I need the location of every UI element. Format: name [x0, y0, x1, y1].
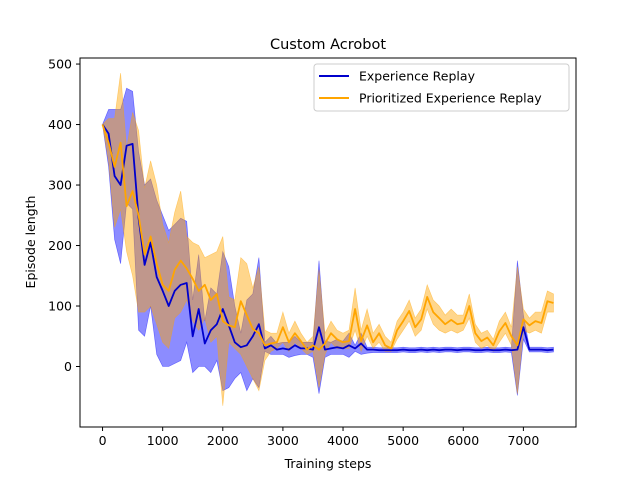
legend-label-prioritized-experience-replay: Prioritized Experience Replay	[359, 91, 542, 106]
series-lines	[101, 123, 554, 352]
series-line-prioritized-experience-replay	[101, 124, 554, 351]
y-tick-label: 100	[48, 299, 72, 314]
legend-label-experience-replay: Experience Replay	[359, 69, 476, 84]
x-tick-label: 3000	[267, 433, 299, 448]
series-line-experience-replay	[101, 123, 554, 352]
y-tick-label: 200	[48, 238, 72, 253]
x-axis-ticks: 0 1000 2000 3000 4000 5000 6000 7000	[99, 427, 539, 448]
x-tick-label: 4000	[327, 433, 359, 448]
x-axis-label: Training steps	[284, 456, 372, 471]
y-tick-label: 500	[48, 57, 72, 72]
y-axis-ticks: 0 100 200 300 400 500	[48, 57, 80, 374]
legend-box	[313, 63, 570, 112]
axes-frame	[79, 57, 577, 428]
y-tick-label: 300	[48, 178, 72, 193]
x-tick-label: 7000	[507, 433, 539, 448]
y-axis-label: Episode length	[23, 196, 38, 289]
x-tick-label: 0	[99, 433, 107, 448]
y-tick-label: 0	[64, 359, 72, 374]
x-tick-label: 5000	[387, 433, 419, 448]
plot-area	[79, 57, 577, 428]
chart-title: Custom Acrobot	[270, 37, 386, 53]
x-tick-label: 6000	[447, 433, 479, 448]
legend: Experience Replay Prioritized Experience…	[313, 63, 570, 112]
x-tick-label: 1000	[147, 433, 179, 448]
x-tick-label: 2000	[207, 433, 239, 448]
y-tick-label: 400	[48, 117, 72, 132]
